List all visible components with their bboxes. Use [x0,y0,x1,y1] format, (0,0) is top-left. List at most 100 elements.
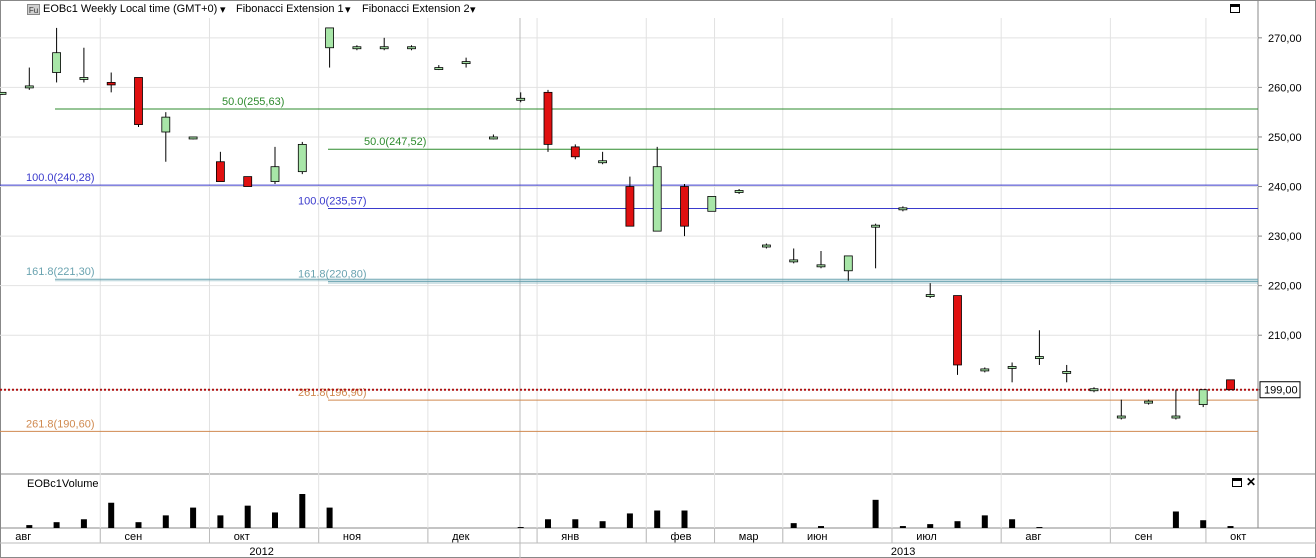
fib-label-100: 100.0(235,57) [298,195,367,207]
volume-bar [26,525,33,528]
candle-up [325,27,335,49]
candle-up [0,91,7,95]
candle-up [816,264,826,268]
candle-up [24,85,34,89]
candle-down [106,82,116,86]
volume-bar [654,510,661,528]
chart-header: Fu EOBc1 Weekly Local time (GMT+0) ▾ Fib… [0,0,1258,18]
candle-up [598,160,607,164]
month-label: мар [739,531,759,543]
candle-down [570,146,580,158]
candle-down [543,91,553,145]
fib-extension-2-dropdown-icon[interactable]: ▾ [470,4,476,16]
volume-bar [326,507,333,528]
volume-bar [1227,526,1234,528]
month-label: сен [1135,531,1153,543]
month-label: авг [1025,531,1041,543]
candle-down [680,186,689,227]
volume-bar [818,526,824,528]
candle-up [925,294,935,297]
fib-extension-2-label[interactable]: Fibonacci Extension 2 [362,3,470,15]
candle-up [871,224,880,228]
fib-label-161: 161.8(221,30) [26,266,95,278]
month-label: авг [15,531,31,543]
candle-up [980,368,990,372]
candle-up [270,166,280,182]
volume-bar [927,524,934,528]
candle-up [1007,366,1017,369]
candle-up [79,77,89,80]
volume-bar [1172,511,1179,528]
volume-bar [1009,519,1016,528]
volume-bar [599,521,606,528]
month-label: фев [671,531,692,543]
month-label: окт [234,531,250,543]
candle-up [516,97,526,101]
maximize-volume-icon[interactable] [1232,478,1242,487]
candle-down [625,186,635,227]
y-tick-label: 210,00 [1268,330,1302,342]
candle-up [843,255,853,272]
volume-bar [899,526,906,528]
candle-up [1035,356,1044,359]
volume-bar [681,510,688,528]
month-label: ноя [343,531,361,543]
candle-up [762,244,771,248]
maximize-chart-icon[interactable] [1230,4,1240,13]
candle-up [1116,415,1126,419]
candle-up [1144,400,1153,404]
y-tick-label: 220,00 [1268,281,1302,293]
candle-down [215,161,225,182]
fib-label-50: 50.0(255,63) [222,96,284,108]
candle-up [379,46,389,50]
last-price-box [1259,381,1301,399]
candle-up [707,196,717,212]
volume-bar [872,499,879,528]
month-label: окт [1230,531,1246,543]
month-label: дек [452,531,470,543]
volume-bar [981,515,988,528]
candle-down [1226,379,1235,391]
candle-up [1198,389,1208,406]
candle-up [407,46,416,50]
candle-up [1171,415,1181,419]
candle-up [461,61,471,65]
month-label: сен [125,531,143,543]
fib-label-161: 161.8(220,80) [298,269,367,281]
volume-bar [190,507,197,528]
candle-up [1062,370,1072,374]
fib-label-100: 100.0(240,28) [26,172,95,184]
y-tick-label: 270,00 [1268,33,1302,45]
volume-bar [790,523,797,528]
fib-label-50: 50.0(247,52) [364,136,426,148]
instrument-title[interactable]: EOBc1 Weekly Local time (GMT+0) [43,3,218,15]
y-tick-label: 230,00 [1268,231,1302,243]
volume-bar [272,512,278,528]
y-tick-label: 250,00 [1268,132,1302,144]
instrument-icon[interactable]: Fu [27,4,40,15]
volume-panel-title: EOBc1Volume [27,478,99,490]
fib-extension-1-label[interactable]: Fibonacci Extension 1 [236,3,344,15]
candle-up [52,52,61,73]
volume-bar [217,515,224,528]
volume-bar [626,513,633,528]
volume-bar [244,505,251,528]
year-label: 2012 [249,546,273,558]
volume-bar [299,494,306,528]
candle-up [1089,388,1099,392]
close-volume-icon[interactable]: ✕ [1246,475,1257,489]
candle-up [161,116,171,133]
candle-up [488,136,498,140]
month-label: июн [807,531,827,543]
instrument-dropdown-icon[interactable]: ▾ [220,4,226,16]
volume-bar [80,519,87,528]
candle-up [188,136,198,140]
volume-bar [162,515,169,528]
fib-extension-1-dropdown-icon[interactable]: ▾ [345,4,351,16]
year-label: 2013 [891,546,915,558]
candle-up [789,259,799,263]
volume-bar [545,519,551,528]
last-price-label: 199,00 [1264,385,1298,397]
volume-bar [135,522,142,528]
